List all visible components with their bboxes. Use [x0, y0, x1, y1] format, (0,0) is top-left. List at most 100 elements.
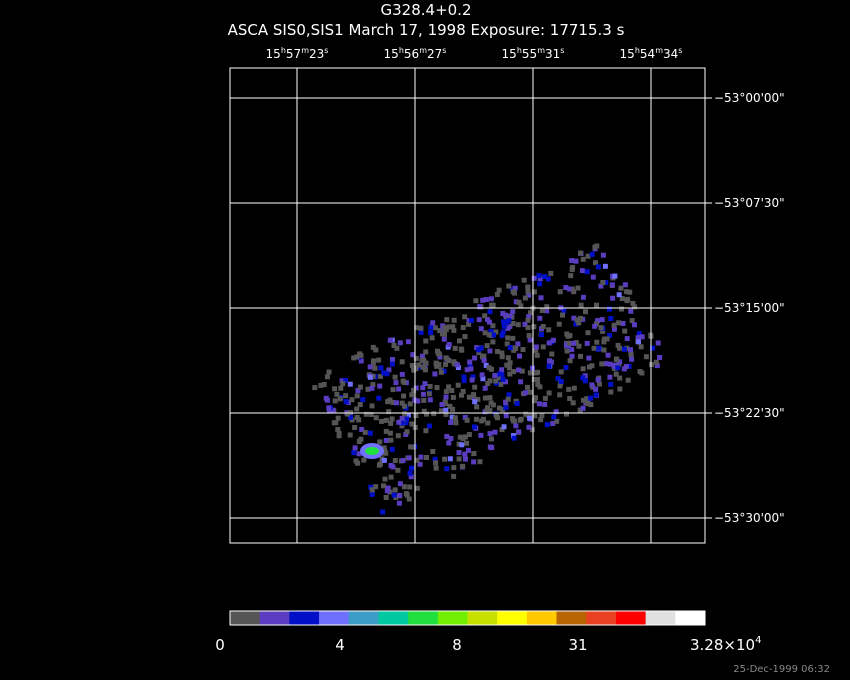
pixel: [548, 270, 554, 276]
pixel: [426, 423, 432, 429]
pixel: [361, 457, 367, 463]
pixel: [420, 391, 426, 397]
pixel: [395, 433, 401, 439]
pixel: [354, 415, 360, 420]
pixel: [636, 339, 641, 345]
pixel: [478, 432, 484, 438]
pixel: [612, 273, 618, 279]
pixel: [501, 319, 507, 325]
pixel: [592, 323, 598, 329]
pixel: [539, 412, 545, 418]
pixel: [461, 378, 467, 384]
pixel: [503, 312, 508, 318]
pixel: [580, 375, 586, 381]
pixel: [381, 450, 387, 456]
pixel: [450, 394, 456, 400]
pixel: [501, 424, 507, 430]
pixel: [526, 314, 532, 320]
ra-value: 15: [384, 47, 399, 61]
pixel: [343, 393, 349, 399]
pixel: [414, 485, 420, 491]
pixel: [571, 385, 577, 391]
pixel: [387, 337, 393, 343]
pixel: [462, 451, 468, 457]
pixel: [352, 425, 358, 430]
pixel: [491, 332, 496, 338]
pixel: [463, 456, 468, 462]
pixel: [576, 320, 582, 326]
pixel: [617, 375, 623, 381]
colorbar-swatch: [437, 611, 468, 625]
ra-value: 56: [404, 47, 419, 61]
pixel: [619, 296, 625, 302]
pixel: [613, 371, 619, 377]
pixel: [593, 386, 599, 392]
dec-label: −53°07'30": [714, 196, 785, 210]
pixel: [499, 427, 505, 433]
pixel: [381, 445, 387, 451]
pixel: [348, 414, 353, 420]
pixel: [459, 392, 464, 398]
pixel: [451, 465, 457, 471]
pixel: [479, 372, 485, 378]
pixel: [594, 243, 600, 249]
pixel: [551, 414, 557, 420]
pixel: [527, 415, 533, 421]
pixel: [516, 299, 522, 305]
pixel: [381, 457, 387, 463]
pixel: [629, 318, 635, 324]
colorbar-label: 4: [335, 636, 345, 654]
pixel: [385, 399, 391, 405]
ra-value: 27: [427, 47, 442, 61]
pixel: [557, 383, 563, 389]
pixel: [488, 296, 494, 302]
pixel: [406, 455, 412, 461]
pixel: [505, 396, 511, 402]
pixel: [525, 289, 531, 295]
pixel: [509, 286, 515, 292]
pixel: [479, 418, 485, 424]
pixel: [477, 304, 483, 310]
pixel: [387, 430, 393, 436]
pixel: [434, 385, 440, 391]
pixel: [330, 407, 336, 413]
dec-label: −53°30'00": [714, 511, 785, 525]
pixel: [351, 355, 357, 361]
pixel: [443, 407, 449, 413]
pixel: [611, 326, 617, 332]
pixel: [617, 359, 623, 365]
pixel: [621, 346, 627, 352]
pixel: [503, 405, 509, 411]
pixel: [424, 455, 429, 460]
pixel: [381, 370, 387, 376]
pixel: [487, 309, 493, 315]
dec-label: −53°15'00": [714, 301, 785, 315]
pixel: [577, 407, 583, 413]
pixel: [582, 378, 588, 384]
pixel: [639, 370, 645, 376]
pixel: [563, 285, 569, 290]
pixel: [505, 335, 511, 341]
pixel: [400, 458, 406, 463]
pixel: [456, 450, 462, 455]
pixel: [358, 358, 364, 364]
pixel: [612, 362, 618, 368]
pixel: [460, 325, 466, 330]
pixel: [603, 361, 609, 367]
pixel: [626, 363, 632, 369]
pixel: [623, 364, 629, 369]
pixel: [568, 273, 574, 279]
pixel: [373, 347, 379, 353]
ra-unit: s: [324, 46, 328, 55]
colorbar-swatch: [556, 611, 587, 625]
pixel: [454, 362, 460, 368]
pixel: [428, 324, 434, 330]
pixel: [624, 298, 630, 304]
pixel: [504, 320, 509, 326]
pixel: [335, 427, 341, 432]
pixel: [487, 378, 493, 384]
pixel: [494, 349, 500, 354]
pixel: [466, 394, 472, 400]
ra-label: 15h55m31s: [502, 46, 565, 61]
pixel: [397, 340, 403, 346]
